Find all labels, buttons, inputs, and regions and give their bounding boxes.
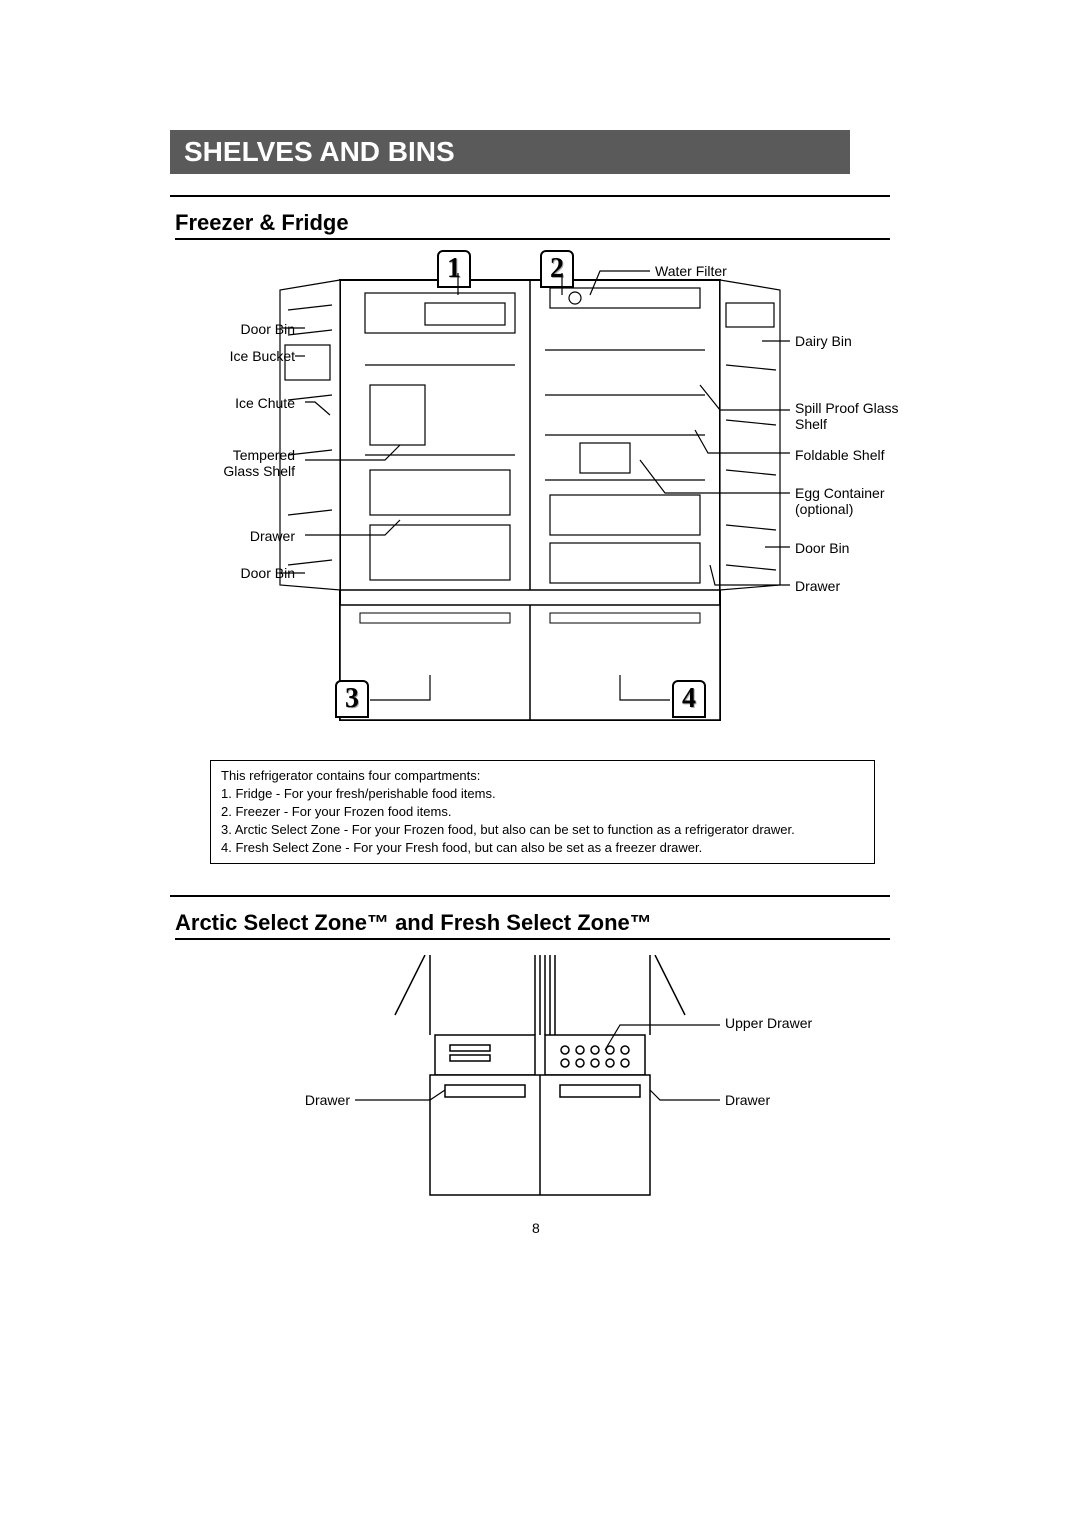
info-l3: 3. Arctic Select Zone - For your Frozen … [221,821,864,839]
label-door-bin-l1: Door Bin [241,321,295,337]
rule-sub2 [175,938,890,940]
label2-upper-drawer: Upper Drawer [725,1015,812,1031]
label2-drawer-r: Drawer [725,1092,770,1108]
label-tempered: Tempered Glass Shelf [223,447,295,479]
label-drawer-l: Drawer [250,528,295,544]
rule-sub1 [175,238,890,240]
section-header: SHELVES AND BINS [170,130,850,174]
rule-top [170,195,890,197]
info-l4: 4. Fresh Select Zone - For your Fresh fo… [221,839,864,857]
label-drawer-r: Drawer [795,578,840,594]
info-box: This refrigerator contains four compartm… [210,760,875,864]
label-door-bin-r: Door Bin [795,540,849,556]
marker-2: 2 [540,250,574,288]
marker-1: 1 [437,250,471,288]
subhead-1: Freezer & Fridge [175,210,349,236]
rule-mid [170,895,890,897]
label-water-filter: Water Filter [655,263,727,279]
zone-diagram [390,955,690,1205]
label-ice-chute: Ice Chute [235,395,295,411]
page: SHELVES AND BINS Freezer & Fridge [0,0,1080,1527]
label-ice-bucket: Ice Bucket [230,348,295,364]
section-header-text: SHELVES AND BINS [184,136,455,168]
info-intro: This refrigerator contains four compartm… [221,767,864,785]
label-foldable: Foldable Shelf [795,447,885,463]
label-dairy-bin: Dairy Bin [795,333,852,349]
label-door-bin-l2: Door Bin [241,565,295,581]
label2-drawer-l: Drawer [305,1092,350,1108]
page-number: 8 [532,1220,540,1236]
info-l1: 1. Fridge - For your fresh/perishable fo… [221,785,864,803]
info-l2: 2. Freezer - For your Frozen food items. [221,803,864,821]
subhead-2: Arctic Select Zone™ and Fresh Select Zon… [175,910,652,936]
marker-3: 3 [335,680,369,718]
marker-4: 4 [672,680,706,718]
label-egg: Egg Container (optional) [795,485,885,517]
fridge-diagram [270,255,790,745]
label-spill-proof: Spill Proof Glass Shelf [795,400,898,432]
